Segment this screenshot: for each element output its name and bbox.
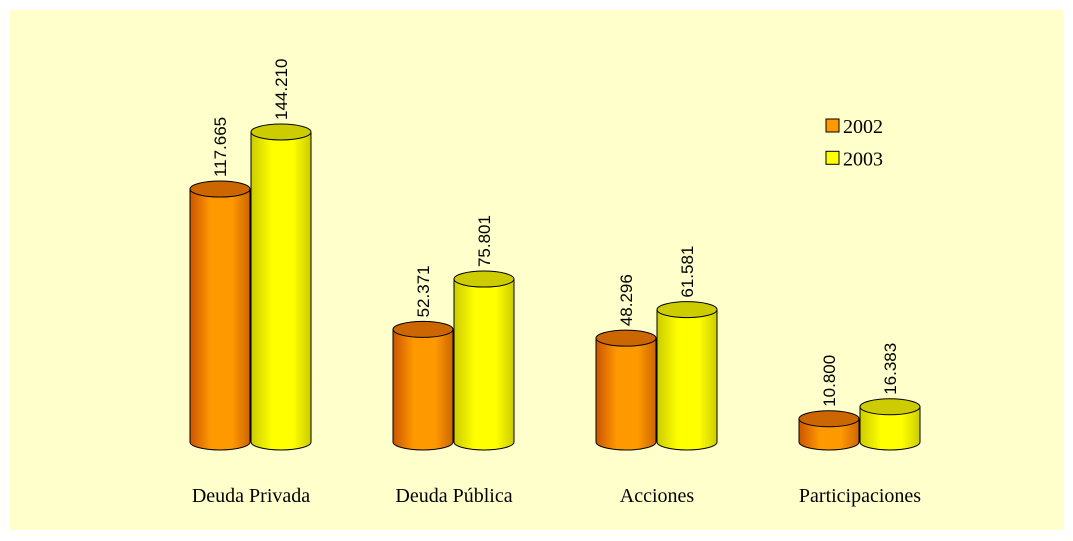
value-label: 75.801	[475, 215, 494, 267]
value-label: 117.665	[211, 117, 230, 177]
value-label: 48.296	[617, 274, 636, 326]
bar-top	[453, 270, 515, 288]
legend-swatch	[825, 150, 840, 165]
x-tick-label: Acciones	[620, 485, 695, 507]
x-tick-label: Deuda Pública	[395, 485, 512, 507]
bar-top	[595, 329, 657, 347]
value-label: 16.383	[881, 343, 900, 395]
bar	[189, 188, 251, 451]
bar	[595, 337, 657, 451]
value-label: 52.371	[414, 265, 433, 317]
bar-top	[189, 180, 251, 198]
legend-swatch	[825, 118, 840, 133]
x-tick-label: Participaciones	[799, 485, 921, 507]
bar-top	[798, 410, 860, 428]
bar	[453, 278, 515, 451]
plot-background	[10, 10, 1063, 530]
x-tick-label: Deuda Privada	[192, 485, 310, 507]
bar	[392, 328, 454, 451]
value-label: 144.210	[272, 59, 291, 120]
bar	[250, 131, 312, 451]
bar-top	[656, 301, 718, 319]
value-label: 10.800	[820, 355, 839, 407]
legend-label: 2003	[843, 148, 883, 170]
legend-label: 2002	[843, 116, 883, 138]
bar-top	[250, 123, 312, 141]
value-label: 61.581	[678, 246, 697, 298]
bar-top	[859, 398, 921, 416]
bar	[656, 309, 718, 451]
bar	[859, 406, 921, 451]
bar-top	[392, 320, 454, 338]
bar	[798, 418, 860, 451]
